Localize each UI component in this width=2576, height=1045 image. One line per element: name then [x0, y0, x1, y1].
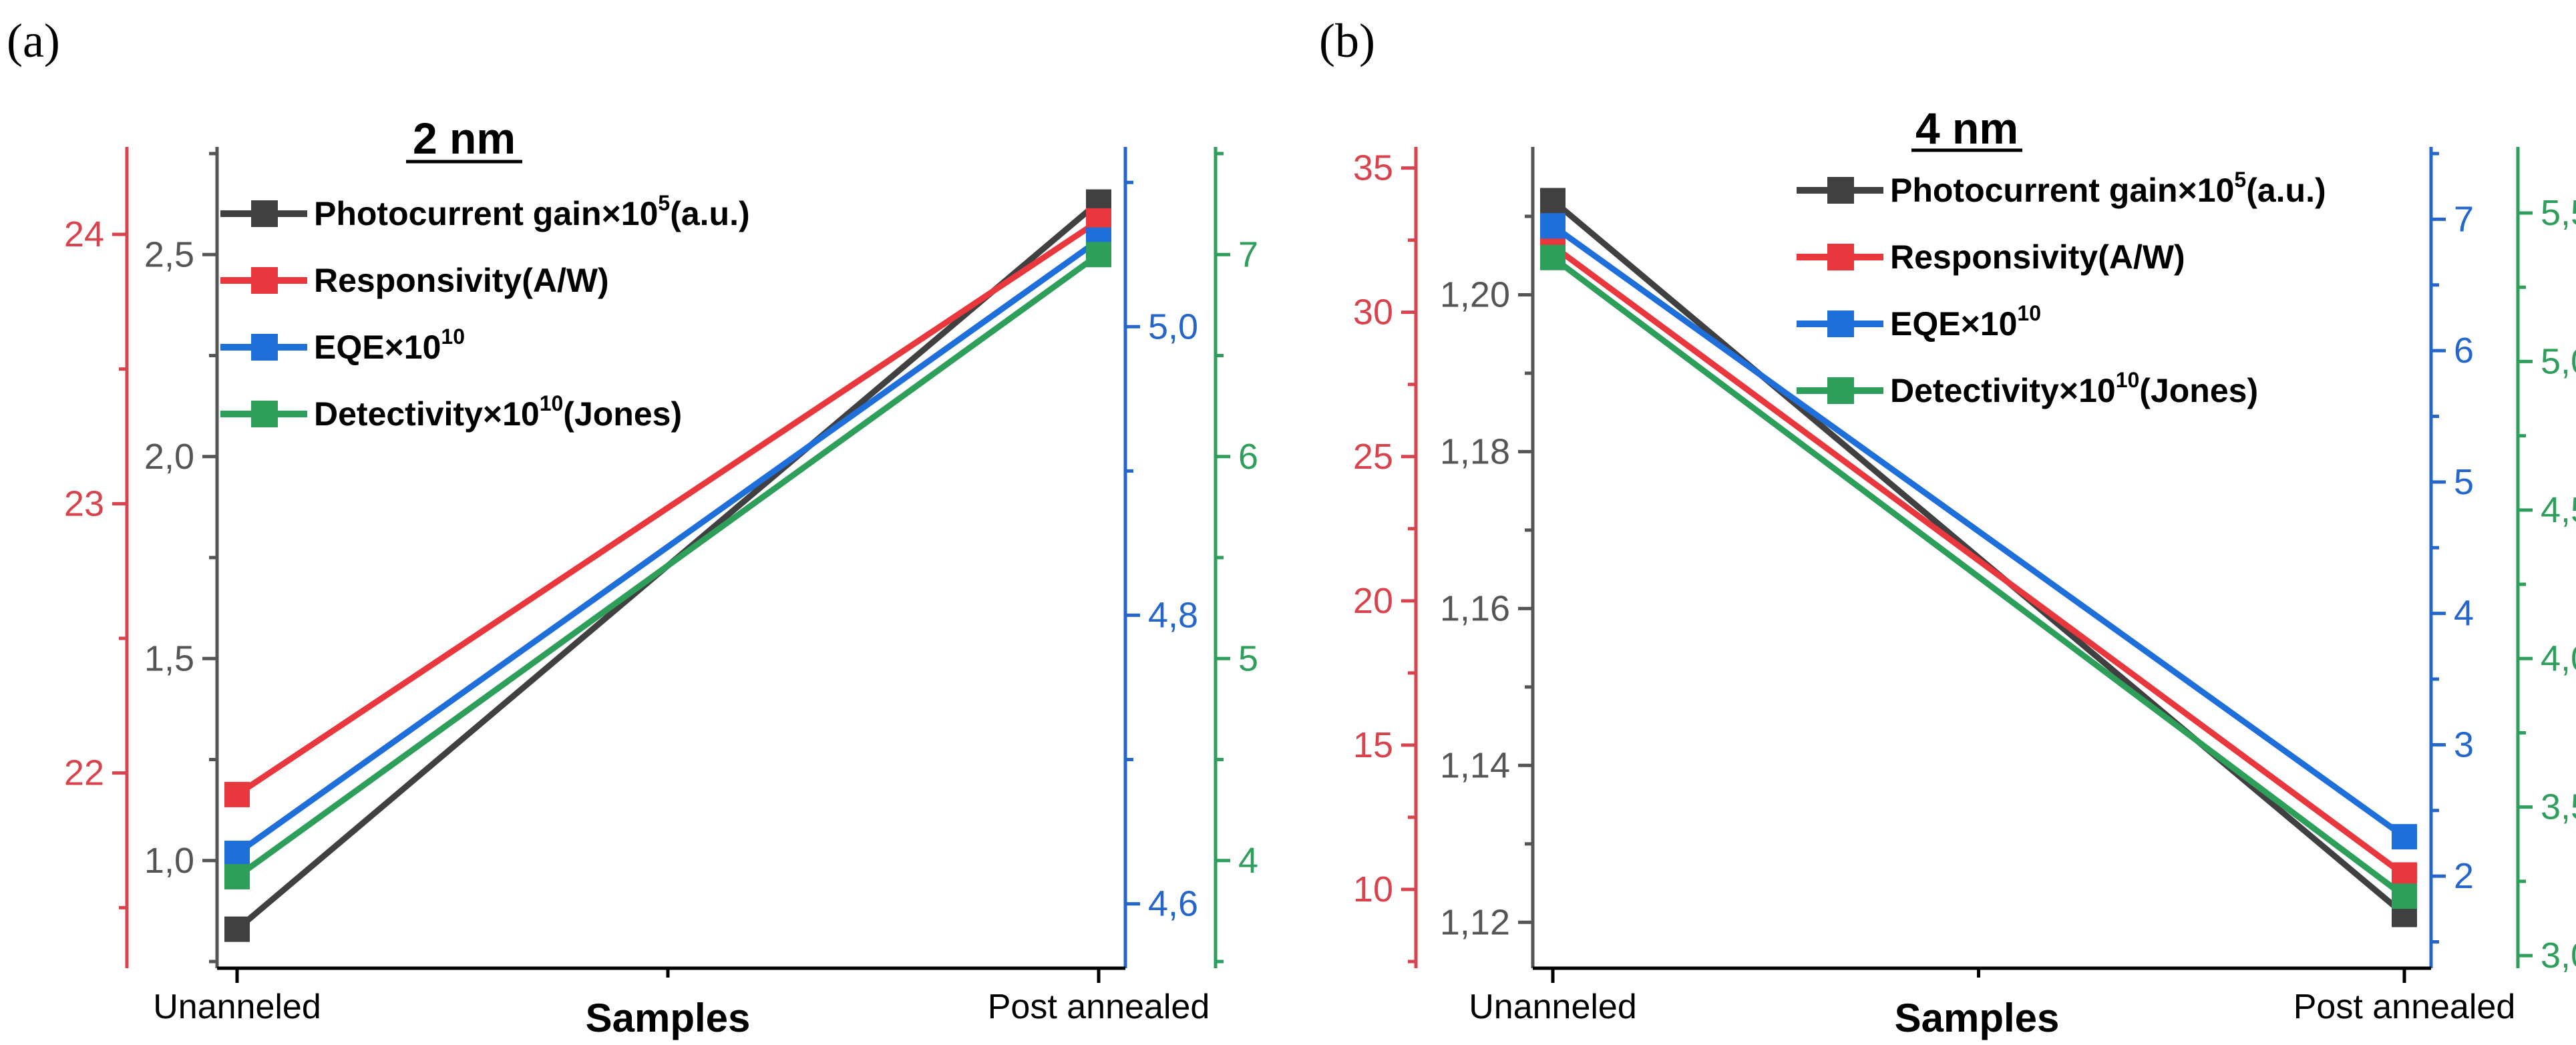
- legend-marker: [251, 200, 278, 227]
- data-point-responsivity: [224, 781, 250, 807]
- x-tick-label: Post annealed: [988, 988, 1210, 1026]
- x-axis-label: Samples: [586, 996, 751, 1040]
- series-line-responsivity: [235, 218, 1101, 797]
- legend-entry-detectivity: Detectivity×1010(Jones): [1797, 368, 2258, 409]
- data-point-eqe: [1540, 213, 1566, 239]
- y-tick-label-eqe: 2: [2454, 856, 2474, 896]
- panel-label: (a): [7, 14, 60, 67]
- y-tick-label-eqe: 7: [2454, 199, 2474, 239]
- data-point-detectivity: [2392, 883, 2417, 909]
- legend-entry-detectivity: Detectivity×1010(Jones): [220, 391, 682, 433]
- y-tick-label-detectivity: 4,5: [2541, 490, 2576, 530]
- legend-entry-photocurrent: Photocurrent gain×105(a.u.): [220, 191, 750, 232]
- y-tick-label-detectivity: 7: [1238, 234, 1258, 274]
- data-point-photocurrent: [224, 916, 250, 942]
- legend-entry-eqe: EQE×1010: [220, 325, 465, 366]
- y-tick-label-responsivity: 23: [64, 483, 104, 524]
- y-tick-label-detectivity: 3,0: [2541, 935, 2576, 976]
- y-tick-label-responsivity: 20: [1353, 581, 1393, 621]
- legend-label: Detectivity×1010(Jones): [1890, 368, 2258, 409]
- y-tick-label-photocurrent: 1,20: [1440, 274, 1510, 315]
- legend-label: Detectivity×1010(Jones): [314, 391, 682, 433]
- y-tick-label-photocurrent: 1,0: [144, 841, 194, 881]
- legend-marker: [1827, 177, 1854, 204]
- y-tick-label-photocurrent: 1,14: [1440, 745, 1510, 785]
- y-tick-label-responsivity: 22: [64, 753, 104, 793]
- y-tick-label-responsivity: 30: [1353, 292, 1393, 333]
- data-point-eqe: [2392, 824, 2417, 850]
- series-line-detectivity: [1551, 255, 2406, 899]
- legend-marker: [1827, 244, 1854, 270]
- legend-label: Responsivity(A/W): [1890, 238, 2185, 276]
- y-tick-label-photocurrent: 2,5: [144, 234, 194, 274]
- legend-entry-eqe: EQE×1010: [1797, 301, 2041, 343]
- legend-marker: [251, 334, 278, 361]
- y-tick-label-responsivity: 10: [1353, 869, 1393, 909]
- y-tick-label-responsivity: 35: [1353, 148, 1393, 188]
- legend-marker: [251, 267, 278, 294]
- y-tick-label-responsivity: 24: [64, 214, 104, 254]
- y-tick-label-eqe: 3: [2454, 724, 2474, 765]
- y-tick-label-responsivity: 15: [1353, 725, 1393, 765]
- legend-entry-photocurrent: Photocurrent gain×105(a.u.): [1797, 168, 2326, 209]
- panel-label: (b): [1319, 14, 1375, 67]
- data-point-detectivity: [224, 863, 250, 889]
- y-tick-label-detectivity: 5,0: [2541, 341, 2576, 381]
- y-tick-label-responsivity: 25: [1353, 437, 1393, 477]
- y-tick-label-detectivity: 6: [1238, 437, 1258, 477]
- legend-label: Responsivity(A/W): [314, 262, 609, 299]
- legend-marker: [251, 401, 278, 427]
- x-tick-label: Unanneled: [1469, 988, 1637, 1026]
- y-tick-label-detectivity: 5,5: [2541, 193, 2576, 233]
- chart-panel-a: (a) 2 nm 22 23 24 1,0 1,5 2,0 2,5 4,6 4,8 5,0 4 5 6 7 Un…: [7, 14, 1258, 1040]
- x-tick-label: Post annealed: [2293, 988, 2516, 1026]
- legend-label: EQE×1010: [1890, 301, 2041, 343]
- y-tick-label-eqe: 4,6: [1148, 884, 1198, 924]
- x-tick-label: Unanneled: [153, 988, 321, 1026]
- data-point-detectivity: [1086, 242, 1111, 268]
- data-point-photocurrent: [1540, 188, 1566, 214]
- series-line-responsivity: [1551, 243, 2406, 877]
- y-tick-label-eqe: 5,0: [1148, 306, 1198, 347]
- legend-label: EQE×1010: [314, 325, 465, 366]
- y-tick-label-photocurrent: 1,18: [1440, 431, 1510, 471]
- chart-title: 2 nm: [413, 114, 516, 163]
- y-tick-label-detectivity: 3,5: [2541, 787, 2576, 827]
- y-tick-label-detectivity: 4: [1238, 841, 1258, 881]
- y-tick-label-eqe: 4: [2454, 594, 2474, 634]
- x-axis-label: Samples: [1895, 996, 2060, 1040]
- legend-marker: [1827, 310, 1854, 337]
- y-tick-label-photocurrent: 2,0: [144, 437, 194, 477]
- legend-entry-responsivity: Responsivity(A/W): [220, 262, 609, 299]
- series-line-eqe: [1551, 223, 2406, 839]
- data-point-responsivity: [2392, 862, 2417, 888]
- chart-title: 4 nm: [1915, 103, 2018, 153]
- y-tick-label-eqe: 4,8: [1148, 595, 1198, 635]
- y-tick-label-eqe: 5: [2454, 462, 2474, 502]
- chart-panel-b: (b)4 nm1015202530351,121,141,161,181,202…: [1319, 14, 2576, 1040]
- y-tick-label-photocurrent: 1,12: [1440, 902, 1510, 942]
- y-tick-label-photocurrent: 1,5: [144, 638, 194, 678]
- data-point-detectivity: [1540, 244, 1566, 270]
- series-line-eqe: [235, 237, 1101, 856]
- data-point-eqe: [224, 840, 250, 866]
- legend-marker: [1827, 377, 1854, 404]
- legend-label: Photocurrent gain×105(a.u.): [314, 191, 750, 232]
- y-tick-label-photocurrent: 1,16: [1440, 588, 1510, 628]
- y-tick-label-eqe: 6: [2454, 331, 2474, 371]
- y-tick-label-detectivity: 4,0: [2541, 638, 2576, 678]
- legend-label: Photocurrent gain×105(a.u.): [1890, 168, 2326, 209]
- legend-entry-responsivity: Responsivity(A/W): [1797, 238, 2185, 276]
- series-line-detectivity: [235, 252, 1101, 879]
- y-tick-label-detectivity: 5: [1238, 638, 1258, 678]
